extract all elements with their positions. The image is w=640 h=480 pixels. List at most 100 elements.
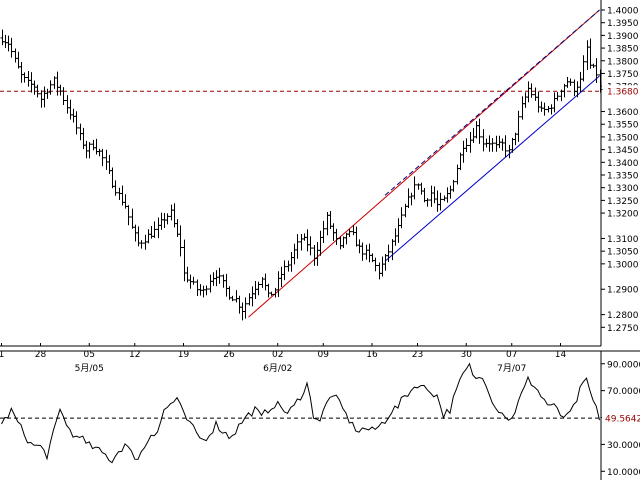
price-bar (477, 118, 482, 144)
date-tick-label: 02 (272, 350, 283, 360)
price-bar (490, 138, 495, 152)
date-tick-label: 14 (555, 350, 567, 360)
price-tick-label: 1.3800 (607, 57, 639, 67)
price-bar (529, 83, 534, 98)
price-bar (373, 257, 378, 272)
date-tick-label: 16 (366, 350, 378, 360)
price-bar (438, 192, 443, 211)
price-bar (243, 297, 248, 319)
oscillator-current-value-label: 49.5642 (605, 415, 640, 425)
price-tick-label: 1.3200 (607, 210, 639, 220)
price-bar (269, 291, 274, 296)
price-bar (48, 80, 53, 95)
date-tick-label: 28 (35, 350, 47, 360)
price-bars (0, 29, 603, 321)
date-tick-label: 26 (223, 350, 235, 360)
channel-upper-line (248, 9, 600, 318)
price-tick-label: 1.4000 (607, 7, 639, 17)
date-tick-label: 30 (461, 350, 473, 360)
price-bar (256, 281, 261, 296)
price-bar (555, 91, 560, 101)
price-bar (295, 234, 300, 259)
price-bar (334, 228, 339, 246)
price-bar (568, 78, 573, 86)
price-bar (425, 198, 430, 207)
oscillator-tick-label: 10.0000 (607, 468, 640, 478)
price-bar (594, 58, 599, 84)
price-bar (178, 225, 183, 257)
price-bar (386, 244, 391, 262)
date-tick-label: 07 (506, 350, 517, 360)
current-price-label: 1.3680 (607, 88, 639, 98)
price-bar (308, 236, 313, 256)
price-panel-background (0, 0, 601, 346)
date-x-axis: 1 28 05 12 19 26 02 09 16 23 30 07 14 5月/05 6月/02 7月/07 (0, 343, 566, 374)
price-bar (503, 135, 508, 158)
date-tick-label: 1 (0, 350, 4, 360)
price-tick-label: 1.3300 (607, 184, 639, 194)
price-bar (100, 148, 105, 167)
date-tick-label: 05 (84, 350, 95, 360)
oscillator-tick-label: 70.0000 (607, 387, 640, 397)
oscillator-y-axis: 10.0000 30.0000 70.0000 90.0000 (601, 360, 640, 478)
price-bar (451, 179, 456, 192)
price-bar (74, 111, 79, 135)
price-tick-label: 1.3050 (607, 248, 639, 258)
price-tick-label: 1.3450 (607, 146, 639, 156)
date-tick-label: 23 (412, 350, 423, 360)
price-tick-label: 1.3900 (607, 32, 639, 42)
price-tick-label: 1.3400 (607, 159, 639, 169)
month-label: 6月/02 (263, 363, 292, 374)
price-bar (191, 276, 196, 285)
price-y-axis: 1.2750 1.2800 1.2900 1.3000 1.3050 1.3100 1.32… (601, 7, 639, 334)
date-tick-label: 12 (129, 350, 140, 360)
price-bar (412, 176, 417, 200)
price-bar (516, 110, 521, 142)
price-tick-label: 1.3850 (607, 45, 639, 55)
date-tick-label: 09 (318, 350, 330, 360)
price-tick-label: 1.2900 (607, 286, 639, 296)
channel-upper-overlay-line (384, 9, 600, 196)
price-tick-label: 1.3750 (607, 70, 639, 80)
month-label: 7月/07 (497, 363, 526, 374)
price-bar (61, 87, 66, 105)
price-bar (152, 221, 157, 238)
price-tick-label: 1.3350 (607, 172, 639, 182)
price-bar (282, 260, 287, 281)
oscillator-series-line (1, 362, 600, 464)
price-tick-label: 1.2750 (607, 324, 639, 334)
price-bar (542, 102, 547, 116)
price-panel: 1.2750 1.2800 1.2900 1.3000 1.3050 1.3100 1.32… (0, 0, 640, 374)
price-bar (399, 207, 404, 229)
price-tick-label: 1.3250 (607, 197, 639, 207)
channel-lower-line (384, 75, 600, 262)
price-bar (113, 180, 118, 196)
price-bar (464, 138, 469, 153)
date-tick-label: 19 (178, 350, 190, 360)
price-tick-label: 1.3550 (607, 121, 639, 131)
price-bar (126, 205, 131, 226)
price-bar (204, 285, 209, 296)
oscillator-level-line: 49.5642 (0, 412, 640, 425)
price-bar (217, 267, 222, 284)
price-bar (347, 229, 352, 238)
price-tick-label: 1.3500 (607, 133, 639, 143)
price-bar (35, 84, 40, 98)
price-bar (165, 213, 170, 225)
price-tick-label: 1.2800 (607, 311, 639, 321)
price-bar (581, 55, 586, 82)
price-bar (360, 242, 365, 261)
trend-channel (248, 9, 600, 318)
price-tick-label: 1.3950 (607, 19, 639, 29)
oscillator-tick-label: 30.0000 (607, 441, 640, 451)
price-bar (9, 37, 14, 58)
price-tick-label: 1.3000 (607, 260, 639, 270)
price-bar (87, 142, 92, 159)
price-bar (22, 72, 27, 83)
current-price-marker: 1.3680 (0, 85, 640, 98)
price-tick-label: 1.3100 (607, 235, 639, 245)
oscillator-tick-label: 90.0000 (607, 360, 640, 370)
price-tick-label: 1.3600 (607, 108, 639, 118)
price-bar (230, 295, 235, 302)
